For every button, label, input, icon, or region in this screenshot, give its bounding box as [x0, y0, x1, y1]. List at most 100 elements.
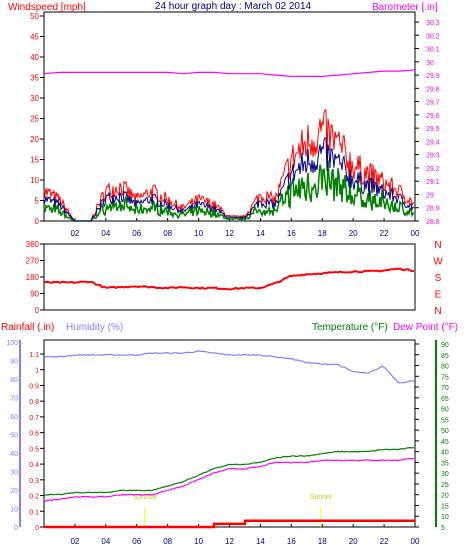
direction-tick-label: 360	[26, 240, 40, 249]
temperature-tick-label: 65	[441, 396, 449, 403]
x-tick-label: 16	[287, 537, 296, 546]
humidity-tick-label: 0	[14, 525, 18, 532]
rainfall-tick-label: 0.4	[29, 462, 39, 469]
x-tick-label: 04	[101, 229, 110, 238]
x-tick-label: 18	[318, 229, 327, 238]
direction-tick-label: 180	[26, 273, 40, 282]
x-tick-label: 06	[132, 537, 141, 546]
windspeed-tick-label: 40	[30, 53, 39, 62]
barometer-tick-label: 30.3	[426, 20, 440, 27]
windspeed-tick-label: 0	[35, 217, 40, 226]
bottom-panel-frame	[43, 339, 416, 528]
temperature-line	[43, 446, 415, 496]
barometer-tick-label: 30.1	[426, 47, 440, 54]
x-tick-label: 04	[101, 537, 110, 546]
humidity-tick-label: 40	[10, 451, 18, 458]
x-tick-label: 22	[380, 537, 389, 546]
barometer-tick-label: 29.3	[426, 153, 440, 160]
rainfall-tick-label: 0	[35, 525, 39, 532]
barometer-tick-label: 29.6	[426, 113, 440, 120]
temperature-tick-label: 20	[441, 493, 449, 500]
barometer-tick-label: 30.2	[426, 33, 440, 40]
x-tick-label: 22	[380, 229, 389, 238]
dewpoint-line	[43, 457, 415, 503]
x-tick-label: 14	[256, 537, 265, 546]
temperature-tick-label: 25	[441, 482, 449, 489]
x-tick-label: 20	[349, 537, 358, 546]
windspeed-tick-label: 5	[35, 197, 40, 206]
windspeed-tick-label: 15	[30, 156, 39, 165]
windspeed-tick-label: 20	[30, 135, 39, 144]
temperature-tick-label: 30	[441, 471, 449, 478]
x-tick-label: 02	[70, 537, 79, 546]
temperature-tick-label: 45	[441, 439, 449, 446]
windspeed-tick-label: 50	[30, 12, 39, 21]
barometer-tick-label: 28.9	[426, 206, 440, 213]
temperature-tick-label: 80	[441, 364, 449, 371]
barometer-tick-label: 30	[426, 60, 434, 67]
direction-panel-frame	[43, 243, 416, 311]
humidity-tick-label: 50	[10, 433, 18, 440]
humidity-line	[43, 350, 415, 384]
humidity-tick-label: 90	[10, 359, 18, 366]
x-tick-label: 10	[194, 537, 203, 546]
temperature-tick-label: 10	[441, 514, 449, 521]
humidity-tick-label: 60	[10, 414, 18, 421]
humidity-tick-label: 70	[10, 396, 18, 403]
sunset-label: Sunset	[310, 494, 332, 501]
humidity-tick-label: 80	[10, 377, 18, 384]
temperature-tick-label: 75	[441, 374, 449, 381]
wind-low-line	[43, 160, 415, 222]
windspeed-tick-label: 45	[30, 33, 39, 42]
compass-label: E	[435, 290, 442, 301]
windspeed-tick-label: 25	[30, 115, 39, 124]
rainfall-tick-label: 0.5	[29, 446, 39, 453]
x-tick-label: 00	[411, 229, 420, 238]
compass-label: S	[435, 273, 442, 284]
x-tick-label: 16	[287, 229, 296, 238]
x-tick-label: 08	[163, 537, 172, 546]
temperature-tick-label: 85	[441, 353, 449, 360]
temperature-tick-label: 90	[441, 342, 449, 349]
rainfall-tick-label: 0.1	[29, 509, 39, 516]
windspeed-tick-label: 35	[30, 74, 39, 83]
rainfall-tick-label: 1	[35, 368, 39, 375]
windspeed-tick-label: 30	[30, 94, 39, 103]
barometer-tick-label: 29	[426, 192, 434, 199]
direction-tick-label: 0	[35, 306, 40, 315]
rainfall-tick-label: 0.8	[29, 399, 39, 406]
direction-tick-label: 270	[26, 257, 40, 266]
barometer-tick-label: 29.7	[426, 100, 440, 107]
temperature-axis-label: Temperature (°F)	[312, 322, 388, 333]
rainfall-tick-label: 1.1	[29, 352, 39, 359]
temperature-tick-label: 15	[441, 503, 449, 510]
barometer-tick-label: 29.8	[426, 86, 440, 93]
rainfall-tick-label: 0.3	[29, 478, 39, 485]
x-tick-label: 14	[256, 229, 265, 238]
rainfall-line	[44, 519, 415, 529]
wind-gust-line	[43, 109, 415, 222]
x-tick-label: 20	[349, 229, 358, 238]
wind-direction-line	[43, 267, 415, 291]
barometer-tick-label: 29.5	[426, 126, 440, 133]
x-tick-label: 02	[70, 229, 79, 238]
sunrise-label: Sunrise	[133, 494, 157, 501]
rainfall-tick-label: 0.7	[29, 415, 39, 422]
compass-label: N	[434, 306, 441, 317]
humidity-tick-label: 10	[10, 507, 18, 514]
rainfall-tick-label: 0.2	[29, 494, 39, 501]
rainfall-tick-label: 0.9	[29, 383, 39, 390]
temperature-tick-label: 40	[441, 450, 449, 457]
chart-title: 24 hour graph day : March 02 2014	[155, 1, 312, 12]
barometer-axis-label: Barometer [.in]	[372, 2, 438, 13]
windspeed-axis-label: Windspeed [mph]	[8, 2, 86, 13]
barometer-tick-label: 29.4	[426, 139, 440, 146]
humidity-tick-label: 100	[6, 340, 18, 347]
barometer-tick-label: 29.1	[426, 179, 440, 186]
humidity-tick-label: 20	[10, 488, 18, 495]
temperature-tick-label: 35	[441, 460, 449, 467]
compass-label: W	[433, 257, 443, 268]
temperature-tick-label: 50	[441, 428, 449, 435]
wind-average-line	[43, 137, 415, 222]
